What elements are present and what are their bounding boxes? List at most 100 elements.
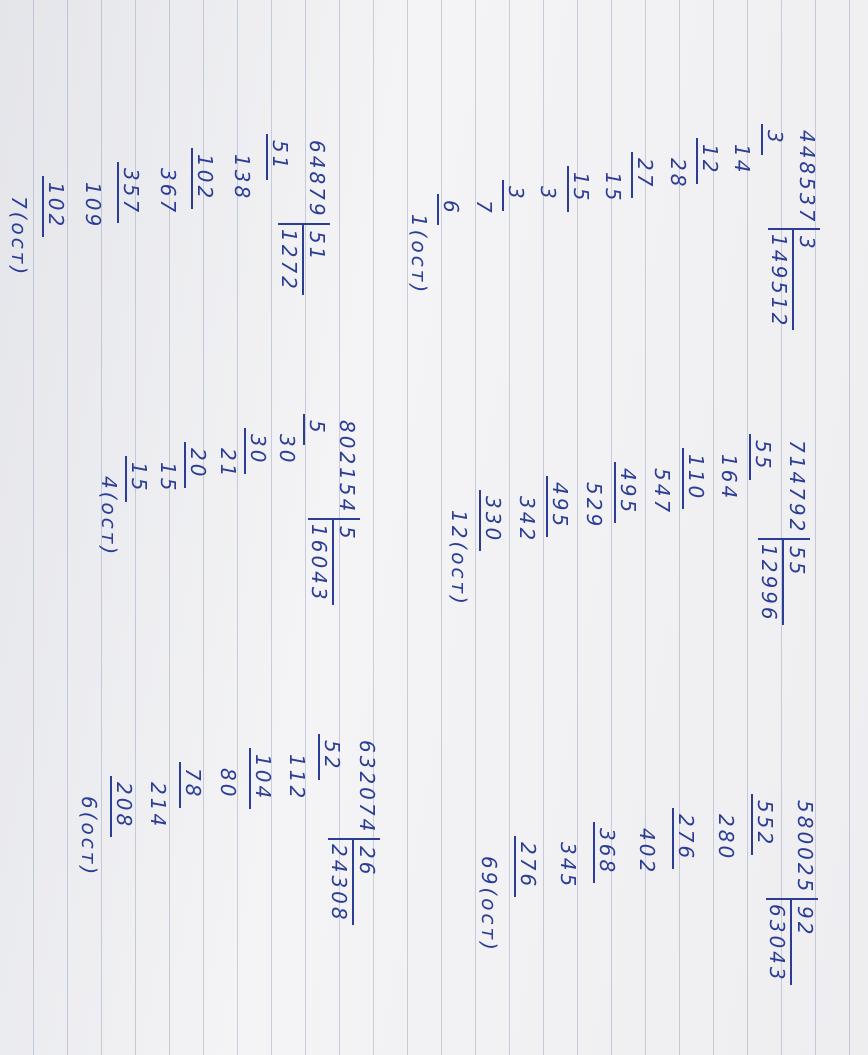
quotient: 12996 [757, 544, 781, 623]
quotient-line [792, 228, 794, 330]
quotient: 1272 [277, 229, 301, 292]
step-number: 357 [118, 168, 143, 216]
quotient-line [352, 838, 354, 925]
step-number: 52 [320, 740, 345, 772]
divisor: 26 [355, 846, 379, 878]
step-number: 14 [730, 144, 755, 176]
step-number: 208 [111, 782, 136, 830]
subtraction-line [696, 138, 698, 184]
step-number: 6 [439, 200, 464, 216]
step-number: 15 [126, 462, 151, 494]
step-number: 3 [536, 186, 561, 202]
subtraction-line [303, 414, 306, 445]
subtraction-line [109, 776, 112, 837]
subtraction-line [614, 462, 616, 523]
division-bar [308, 518, 360, 520]
step-number: 547 [649, 468, 674, 516]
division-bar [758, 538, 810, 540]
division-bar [328, 838, 380, 840]
quotient: 149512 [767, 234, 791, 329]
step-number: 102 [193, 154, 218, 202]
step-number: 30 [245, 434, 270, 466]
divisor: 5 [335, 526, 359, 542]
subtraction-line [593, 822, 596, 883]
subtraction-line [514, 836, 517, 897]
division-bar [766, 898, 818, 900]
step-number: 164 [717, 454, 742, 502]
division-bar [278, 223, 330, 225]
step-number: 51 [267, 140, 292, 172]
step-number: 280 [714, 814, 738, 862]
step-number: 15 [568, 172, 593, 204]
subtraction-line [760, 124, 763, 155]
step-number: 4(ост) [97, 476, 121, 558]
subtraction-line [116, 162, 119, 223]
step-number: 5 [305, 420, 330, 436]
step-number: 102 [44, 182, 69, 230]
step-number: 20 [186, 448, 211, 480]
step-number: 80 [216, 768, 240, 800]
step-number: 15 [601, 172, 625, 204]
subtraction-line [265, 134, 268, 180]
subtraction-line [191, 148, 194, 209]
step-number: 7 [471, 200, 496, 216]
step-number: 27 [633, 158, 658, 190]
step-number: 552 [753, 800, 778, 848]
dividend: 714792 [785, 440, 809, 535]
step-number: 276 [674, 814, 699, 862]
step-number: 138 [230, 154, 255, 202]
subtraction-line [478, 490, 481, 551]
step-number: 342 [514, 496, 539, 544]
step-number: 1(ост) [407, 214, 431, 296]
dividend: 580025 [793, 800, 817, 895]
step-number: 367 [156, 168, 180, 216]
subtraction-line [42, 176, 45, 237]
quotient: 63043 [765, 904, 789, 983]
step-number: 6(ост) [77, 796, 101, 878]
step-number: 110 [683, 454, 708, 502]
step-number: 402 [635, 828, 659, 876]
subtraction-line [546, 476, 549, 537]
step-number: 368 [595, 828, 620, 876]
dividend: 64879 [305, 140, 329, 219]
subtraction-line [681, 448, 684, 509]
step-number: 12 [698, 144, 722, 176]
divisor: 3 [795, 236, 819, 252]
step-number: 15 [156, 462, 181, 494]
subtraction-line [437, 194, 440, 225]
quotient-line [332, 518, 334, 605]
step-number: 529 [582, 482, 607, 530]
subtraction-line [631, 152, 634, 198]
step-number: 345 [556, 842, 580, 890]
step-number: 55 [751, 440, 776, 472]
step-number: 330 [480, 496, 505, 544]
divisor: 51 [305, 231, 329, 263]
subtraction-line [179, 762, 182, 808]
divisor: 55 [785, 546, 809, 578]
step-number: 109 [81, 182, 106, 230]
quotient-line [302, 223, 304, 295]
subtraction-line [248, 748, 251, 809]
step-number: 104 [250, 754, 275, 802]
dividend: 448537 [795, 130, 819, 225]
subtraction-line [672, 808, 675, 869]
subtraction-line [566, 166, 569, 212]
quotient-line [790, 898, 792, 985]
step-number: 21 [216, 448, 240, 480]
division-bar [768, 228, 820, 230]
step-number: 30 [275, 434, 300, 466]
step-number: 7(ост) [7, 196, 31, 278]
quotient: 16043 [307, 524, 331, 603]
subtraction-line [502, 180, 504, 211]
subtraction-line [318, 734, 321, 780]
step-number: 495 [548, 482, 573, 530]
subtraction-line [751, 794, 754, 855]
subtraction-line [124, 456, 127, 502]
step-number: 3 [504, 186, 528, 202]
subtraction-line [184, 442, 187, 488]
divisor: 92 [793, 906, 817, 938]
step-number: 214 [146, 782, 171, 830]
quotient: 24308 [327, 844, 351, 923]
